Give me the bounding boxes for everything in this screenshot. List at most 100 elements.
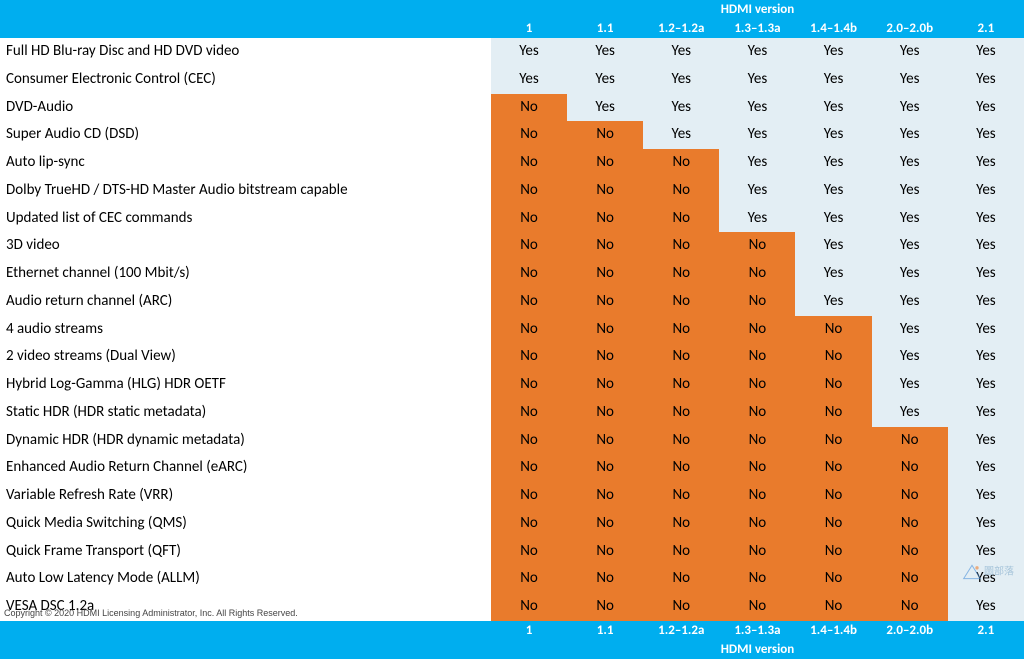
support-cell: No: [719, 399, 795, 427]
feature-label: Auto Low Latency Mode (ALLM): [0, 565, 491, 593]
support-cell: No: [567, 371, 643, 399]
feature-label: 3D video: [0, 232, 491, 260]
support-cell: No: [643, 538, 719, 566]
support-cell: No: [795, 343, 871, 371]
support-cell: No: [643, 177, 719, 205]
support-cell: No: [719, 482, 795, 510]
support-cell: No: [491, 232, 567, 260]
feature-label: Auto lip-sync: [0, 149, 491, 177]
support-cell: No: [795, 510, 871, 538]
footer-version-3: 1.3–1.3a: [719, 621, 795, 640]
support-cell: No: [643, 205, 719, 233]
feature-label: 2 video streams (Dual View): [0, 343, 491, 371]
support-cell: No: [795, 538, 871, 566]
support-cell: Yes: [795, 149, 871, 177]
support-cell: Yes: [948, 205, 1024, 233]
table-row: Dynamic HDR (HDR dynamic metadata)NoNoNo…: [0, 427, 1024, 455]
support-cell: No: [491, 454, 567, 482]
support-cell: Yes: [872, 288, 948, 316]
table-row: Static HDR (HDR static metadata)NoNoNoNo…: [0, 399, 1024, 427]
footer-blank: [0, 621, 491, 640]
support-cell: No: [491, 482, 567, 510]
support-cell: Yes: [948, 232, 1024, 260]
table-row: Quick Frame Transport (QFT)NoNoNoNoNoNoY…: [0, 538, 1024, 566]
support-cell: Yes: [719, 149, 795, 177]
support-cell: No: [567, 260, 643, 288]
support-cell: No: [567, 121, 643, 149]
support-cell: Yes: [872, 66, 948, 94]
support-cell: Yes: [872, 94, 948, 122]
support-cell: Yes: [491, 38, 567, 66]
support-cell: No: [719, 538, 795, 566]
support-cell: Yes: [795, 94, 871, 122]
support-cell: No: [491, 371, 567, 399]
table-row: Enhanced Audio Return Channel (eARC)NoNo…: [0, 454, 1024, 482]
support-cell: No: [567, 232, 643, 260]
support-cell: Yes: [872, 260, 948, 288]
support-cell: Yes: [795, 66, 871, 94]
support-cell: No: [795, 565, 871, 593]
support-cell: Yes: [643, 121, 719, 149]
support-cell: No: [719, 260, 795, 288]
support-cell: No: [719, 343, 795, 371]
support-cell: Yes: [948, 66, 1024, 94]
support-cell: Yes: [948, 94, 1024, 122]
support-cell: No: [567, 149, 643, 177]
support-cell: No: [872, 565, 948, 593]
support-cell: No: [643, 482, 719, 510]
support-cell: No: [872, 510, 948, 538]
support-cell: No: [643, 510, 719, 538]
feature-label: Ethernet channel (100 Mbit/s): [0, 260, 491, 288]
support-cell: No: [643, 454, 719, 482]
support-cell: Yes: [872, 399, 948, 427]
support-cell: Yes: [872, 121, 948, 149]
support-cell: Yes: [719, 94, 795, 122]
support-cell: No: [643, 399, 719, 427]
feature-label: Dolby TrueHD / DTS-HD Master Audio bitst…: [0, 177, 491, 205]
hdmi-feature-table: HDMI version 11.11.2–1.2a1.3–1.3a1.4–1.4…: [0, 0, 1024, 659]
support-cell: No: [491, 260, 567, 288]
support-cell: Yes: [948, 38, 1024, 66]
feature-label: Consumer Electronic Control (CEC): [0, 66, 491, 94]
support-cell: Yes: [948, 288, 1024, 316]
support-cell: No: [719, 316, 795, 344]
support-cell: No: [491, 121, 567, 149]
table-row: Super Audio CD (DSD)NoNoYesYesYesYesYes: [0, 121, 1024, 149]
support-cell: Yes: [643, 66, 719, 94]
feature-label: DVD-Audio: [0, 94, 491, 122]
support-cell: Yes: [948, 538, 1024, 566]
feature-label: Hybrid Log-Gamma (HLG) HDR OETF: [0, 371, 491, 399]
support-cell: No: [719, 565, 795, 593]
support-cell: No: [872, 454, 948, 482]
support-cell: No: [719, 371, 795, 399]
support-cell: No: [567, 454, 643, 482]
support-cell: Yes: [719, 66, 795, 94]
feature-label: 4 audio streams: [0, 316, 491, 344]
support-cell: No: [491, 510, 567, 538]
table-row: Audio return channel (ARC)NoNoNoNoYesYes…: [0, 288, 1024, 316]
support-cell: Yes: [948, 316, 1024, 344]
table-row: Ethernet channel (100 Mbit/s)NoNoNoNoYes…: [0, 260, 1024, 288]
support-cell: Yes: [948, 399, 1024, 427]
table-row: Full HD Blu-ray Disc and HD DVD videoYes…: [0, 38, 1024, 66]
support-cell: No: [795, 454, 871, 482]
support-cell: Yes: [948, 343, 1024, 371]
table-row: Dolby TrueHD / DTS-HD Master Audio bitst…: [0, 177, 1024, 205]
support-cell: Yes: [872, 38, 948, 66]
support-cell: No: [872, 538, 948, 566]
support-cell: No: [491, 427, 567, 455]
footer-version-row: 11.11.2–1.2a1.3–1.3a1.4–1.4b2.0–2.0b2.1: [0, 621, 1024, 640]
support-cell: No: [643, 288, 719, 316]
support-cell: Yes: [872, 371, 948, 399]
support-cell: No: [643, 316, 719, 344]
header-version-4: 1.4–1.4b: [795, 19, 871, 38]
support-cell: Yes: [948, 121, 1024, 149]
support-cell: Yes: [872, 177, 948, 205]
support-cell: Yes: [872, 343, 948, 371]
support-cell: Yes: [567, 66, 643, 94]
support-cell: No: [719, 427, 795, 455]
support-cell: No: [719, 454, 795, 482]
support-cell: Yes: [719, 177, 795, 205]
table-header: HDMI version 11.11.2–1.2a1.3–1.3a1.4–1.4…: [0, 0, 1024, 38]
header-version-0: 1: [491, 19, 567, 38]
